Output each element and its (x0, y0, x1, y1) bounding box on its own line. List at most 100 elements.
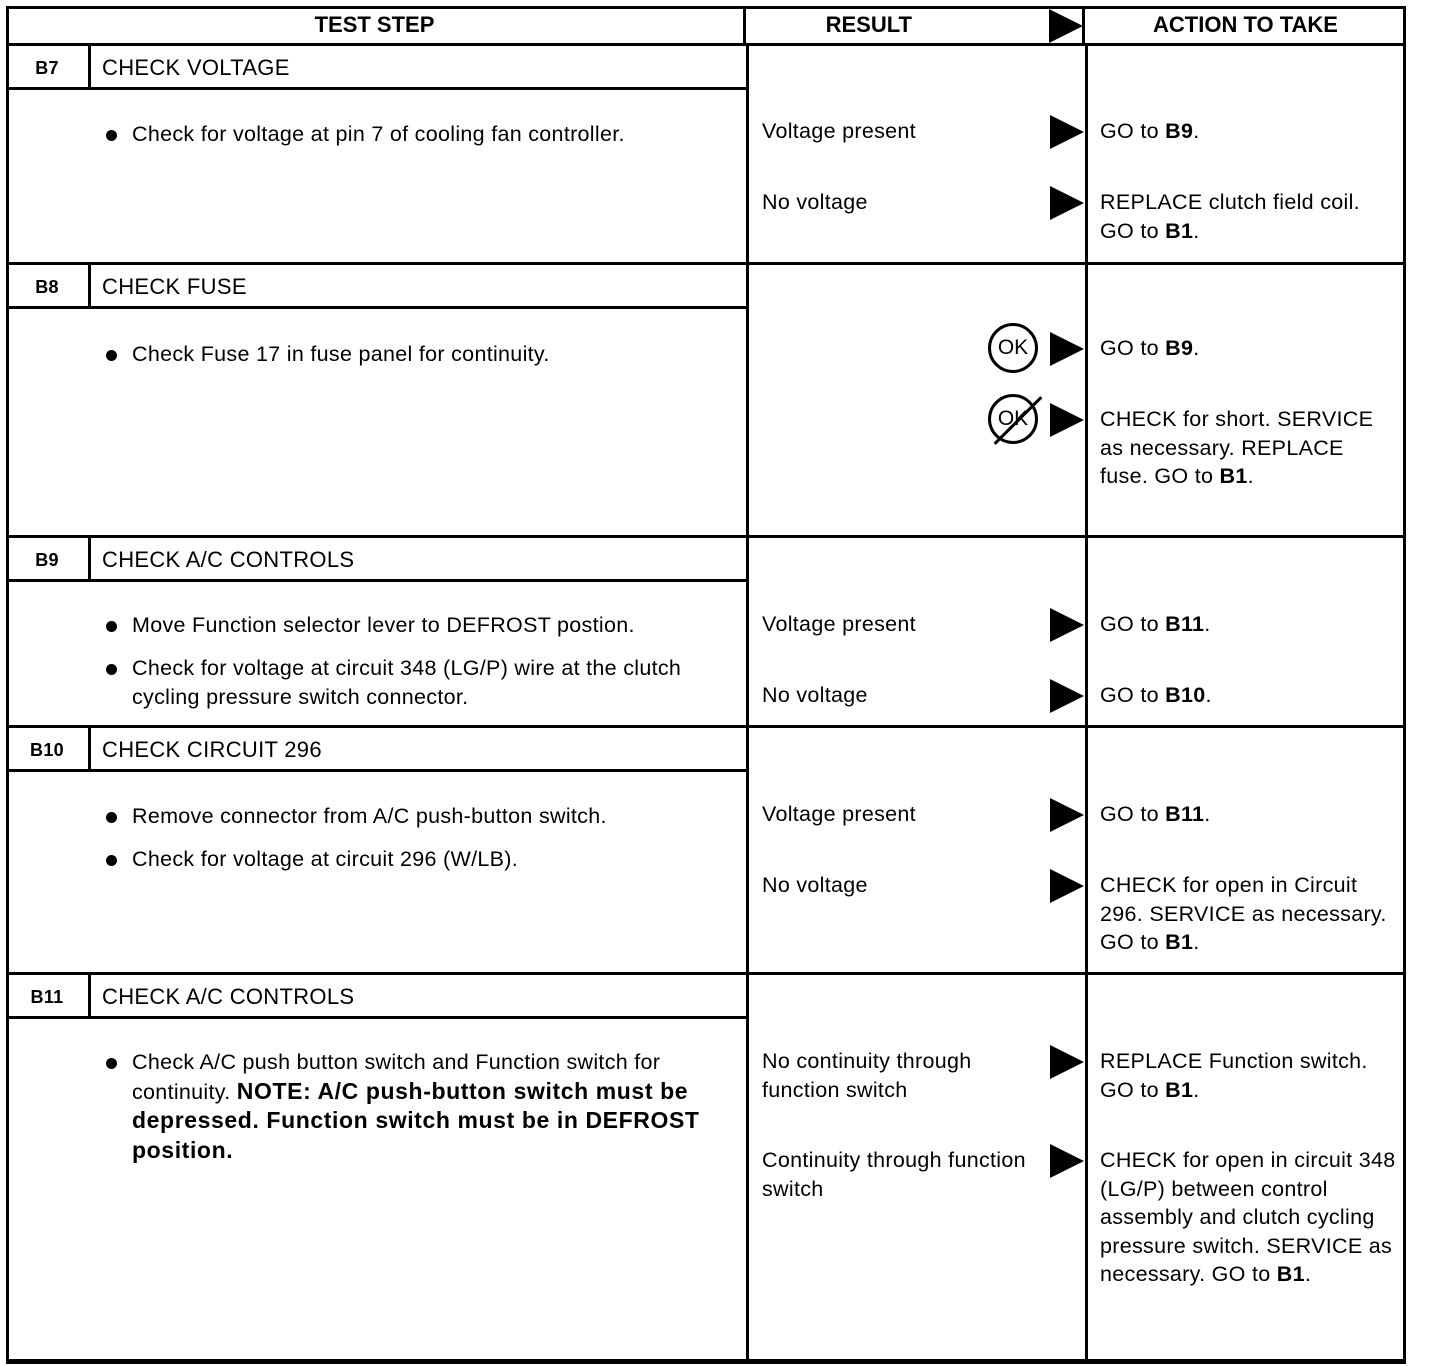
arrow-icon (1050, 1045, 1084, 1079)
column-divider (746, 728, 749, 972)
arrow-icon (1050, 679, 1084, 713)
instruction-text: Check A/C push button switch and Functio… (132, 1050, 661, 1104)
arrow-icon (1050, 332, 1084, 366)
action-text: CHECK for open in circuit 348 (LG/P) bet… (1100, 1146, 1398, 1289)
action-part: REPLACE Function switch. GO to (1100, 1049, 1368, 1102)
step-title: CHECK CIRCUIT 296 (102, 737, 322, 762)
result-label: No continuity through function switch (762, 1049, 972, 1102)
header-test-step: TEST STEP (6, 6, 746, 46)
action-part: B1 (1276, 1262, 1305, 1286)
arrow-icon (1050, 403, 1084, 437)
step-instruction: Check A/C push button switch and Functio… (132, 1048, 722, 1165)
step-instruction: Check for voltage at circuit 348 (LG/P) … (132, 654, 722, 711)
action-part: GO to (1100, 802, 1166, 826)
step-header (6, 265, 749, 309)
action-part: CHECK for open in circuit 348 (LG/P) bet… (1100, 1148, 1396, 1286)
step-instruction: Check for voltage at circuit 296 (W/LB). (132, 845, 722, 874)
step-id: B9 (6, 538, 91, 582)
action-text: REPLACE Function switch. GO to B1. (1100, 1047, 1398, 1104)
step-section: B11 CHECK A/C CONTROLS Check A/C push butt… (6, 975, 1406, 1362)
bullet-icon (106, 1058, 117, 1069)
action-text: GO to B9. (1100, 117, 1398, 146)
action-part: B1 (1165, 1077, 1194, 1102)
instruction-text: Check for voltage at pin 7 of cooling fa… (132, 122, 625, 146)
instruction-text: Check for voltage at circuit 296 (W/LB). (132, 847, 519, 871)
step-section: B9 CHECK A/C CONTROLS Move Function select… (6, 538, 1406, 728)
arrow-icon (1050, 608, 1084, 642)
action-part: . (1247, 464, 1254, 488)
arrow-icon (1050, 186, 1084, 220)
step-instruction: Check for voltage at pin 7 of cooling fa… (132, 120, 722, 149)
column-divider (1085, 975, 1088, 1359)
result-label: Voltage present (762, 802, 916, 826)
bullet-icon (106, 621, 117, 632)
step-id: B7 (6, 46, 91, 90)
action-part: GO to (1100, 683, 1166, 707)
action-part: . (1204, 612, 1211, 636)
action-part: CHECK for short. SERVICE as necessary. R… (1100, 407, 1374, 488)
column-divider (746, 46, 749, 262)
ok-label: OK (997, 407, 1029, 430)
result-label: Voltage present (762, 612, 916, 636)
action-part: . (1193, 930, 1200, 954)
header-result: RESULT (746, 6, 1085, 46)
action-part: B1 (1165, 218, 1194, 243)
action-text: GO to B11. (1100, 610, 1398, 639)
instruction-text: Check for voltage at circuit 348 (LG/P) … (132, 656, 682, 709)
arrow-icon (1049, 9, 1083, 43)
step-header (6, 728, 749, 772)
step-instruction: Move Function selector lever to DEFROST … (132, 611, 722, 640)
step-title: CHECK A/C CONTROLS (102, 547, 355, 572)
action-part: GO to (1100, 336, 1166, 360)
arrow-icon (1050, 798, 1084, 832)
step-section: B7 CHECK VOLTAGE Check for voltage at pin … (6, 46, 1406, 265)
step-instruction: Check Fuse 17 in fuse panel for continui… (132, 340, 722, 369)
arrow-icon (1050, 1144, 1084, 1178)
action-text: CHECK for short. SERVICE as necessary. R… (1100, 405, 1398, 491)
instruction-text: Check Fuse 17 in fuse panel for continui… (132, 342, 550, 366)
step-id: B10 (6, 728, 91, 772)
bullet-icon (106, 812, 117, 823)
result-label: No voltage (762, 683, 868, 707)
action-text: GO to B9. (1100, 334, 1398, 363)
arrow-icon (1050, 869, 1084, 903)
instruction-text: NOTE: A/C push-button switch must be dep… (132, 1077, 700, 1163)
ok-label: OK (997, 336, 1029, 359)
action-text: GO to B11. (1100, 800, 1398, 829)
action-part: B10 (1165, 683, 1206, 707)
action-part: . (1193, 119, 1200, 143)
column-divider (1085, 46, 1088, 262)
not-ok-symbol: OK (988, 394, 1043, 445)
column-divider (746, 538, 749, 725)
action-text: GO to B10. (1100, 681, 1398, 710)
action-part: B1 (1165, 930, 1194, 954)
bullet-icon (106, 130, 117, 141)
action-part: . (1193, 336, 1200, 360)
table-border (6, 6, 1406, 1364)
action-part: B1 (1219, 464, 1248, 488)
bullet-icon (106, 664, 117, 675)
step-title: CHECK A/C CONTROLS (102, 984, 355, 1009)
step-title: CHECK VOLTAGE (102, 55, 290, 80)
action-part: CHECK for open in Circuit 296. SERVICE a… (1100, 873, 1387, 954)
arrow-icon (1050, 115, 1084, 149)
step-id: B11 (6, 975, 91, 1019)
ok-symbol: OK (988, 323, 1038, 373)
action-part: REPLACE clutch field coil. GO to (1100, 190, 1360, 243)
action-part: . (1193, 1077, 1200, 1102)
instruction-text: Remove connector from A/C push-button sw… (132, 804, 607, 828)
action-part: . (1205, 683, 1212, 707)
header-action: ACTION TO TAKE (1085, 6, 1406, 46)
result-label: Continuity through function switch (762, 1148, 1026, 1201)
result-label: No voltage (762, 873, 868, 897)
step-id: B8 (6, 265, 91, 309)
column-divider (746, 975, 749, 1359)
bullet-icon (106, 350, 117, 361)
step-header (6, 46, 749, 90)
step-title: CHECK FUSE (102, 274, 247, 299)
action-text: REPLACE clutch field coil. GO to B1. (1100, 188, 1398, 245)
action-part: GO to (1100, 119, 1166, 143)
step-header (6, 538, 749, 582)
step-header (6, 975, 749, 1019)
action-part: B9 (1165, 336, 1194, 360)
